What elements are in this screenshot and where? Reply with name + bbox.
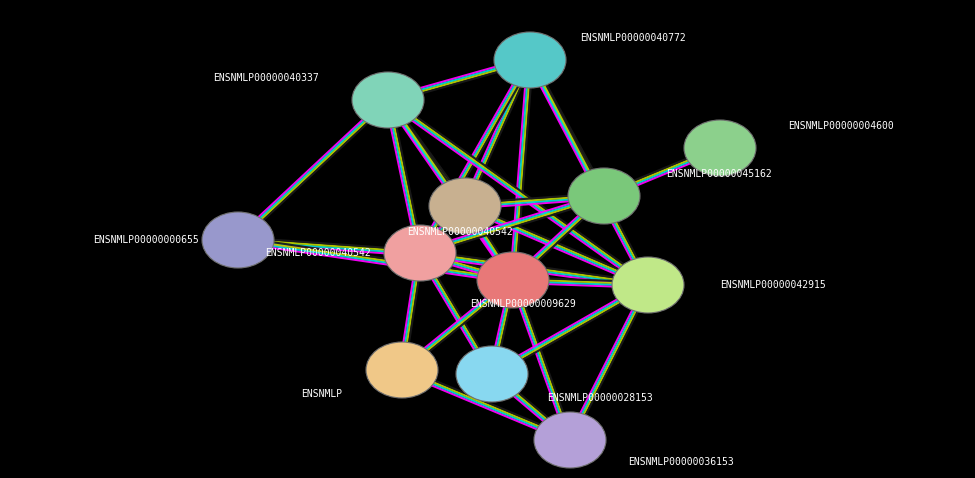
Text: ENSNMLP00000004600: ENSNMLP00000004600 xyxy=(788,121,894,131)
Text: ENSNMLP00000040542: ENSNMLP00000040542 xyxy=(408,227,513,237)
Text: ENSNMLP00000045162: ENSNMLP00000045162 xyxy=(666,169,772,179)
Ellipse shape xyxy=(477,252,549,308)
Text: ENSNMLP00000040772: ENSNMLP00000040772 xyxy=(580,33,685,43)
Ellipse shape xyxy=(684,120,756,176)
Text: ENSNMLP00000042915: ENSNMLP00000042915 xyxy=(720,280,826,290)
Ellipse shape xyxy=(429,178,501,234)
Ellipse shape xyxy=(494,32,566,88)
Text: ENSNMLP00000000655: ENSNMLP00000000655 xyxy=(93,235,199,245)
Ellipse shape xyxy=(568,168,640,224)
Text: ENSNMLP00000040542: ENSNMLP00000040542 xyxy=(265,248,370,258)
Ellipse shape xyxy=(534,412,606,468)
Ellipse shape xyxy=(366,342,438,398)
Text: ENSNMLP: ENSNMLP xyxy=(301,389,342,399)
Text: ENSNMLP00000028153: ENSNMLP00000028153 xyxy=(547,393,652,403)
Text: ENSNMLP00000036153: ENSNMLP00000036153 xyxy=(628,457,734,467)
Ellipse shape xyxy=(352,72,424,128)
Ellipse shape xyxy=(202,212,274,268)
Text: ENSNMLP00000040337: ENSNMLP00000040337 xyxy=(213,73,319,83)
Ellipse shape xyxy=(384,225,456,281)
Text: ENSNMLP00000009629: ENSNMLP00000009629 xyxy=(470,299,576,309)
Ellipse shape xyxy=(456,346,528,402)
Ellipse shape xyxy=(612,257,684,313)
